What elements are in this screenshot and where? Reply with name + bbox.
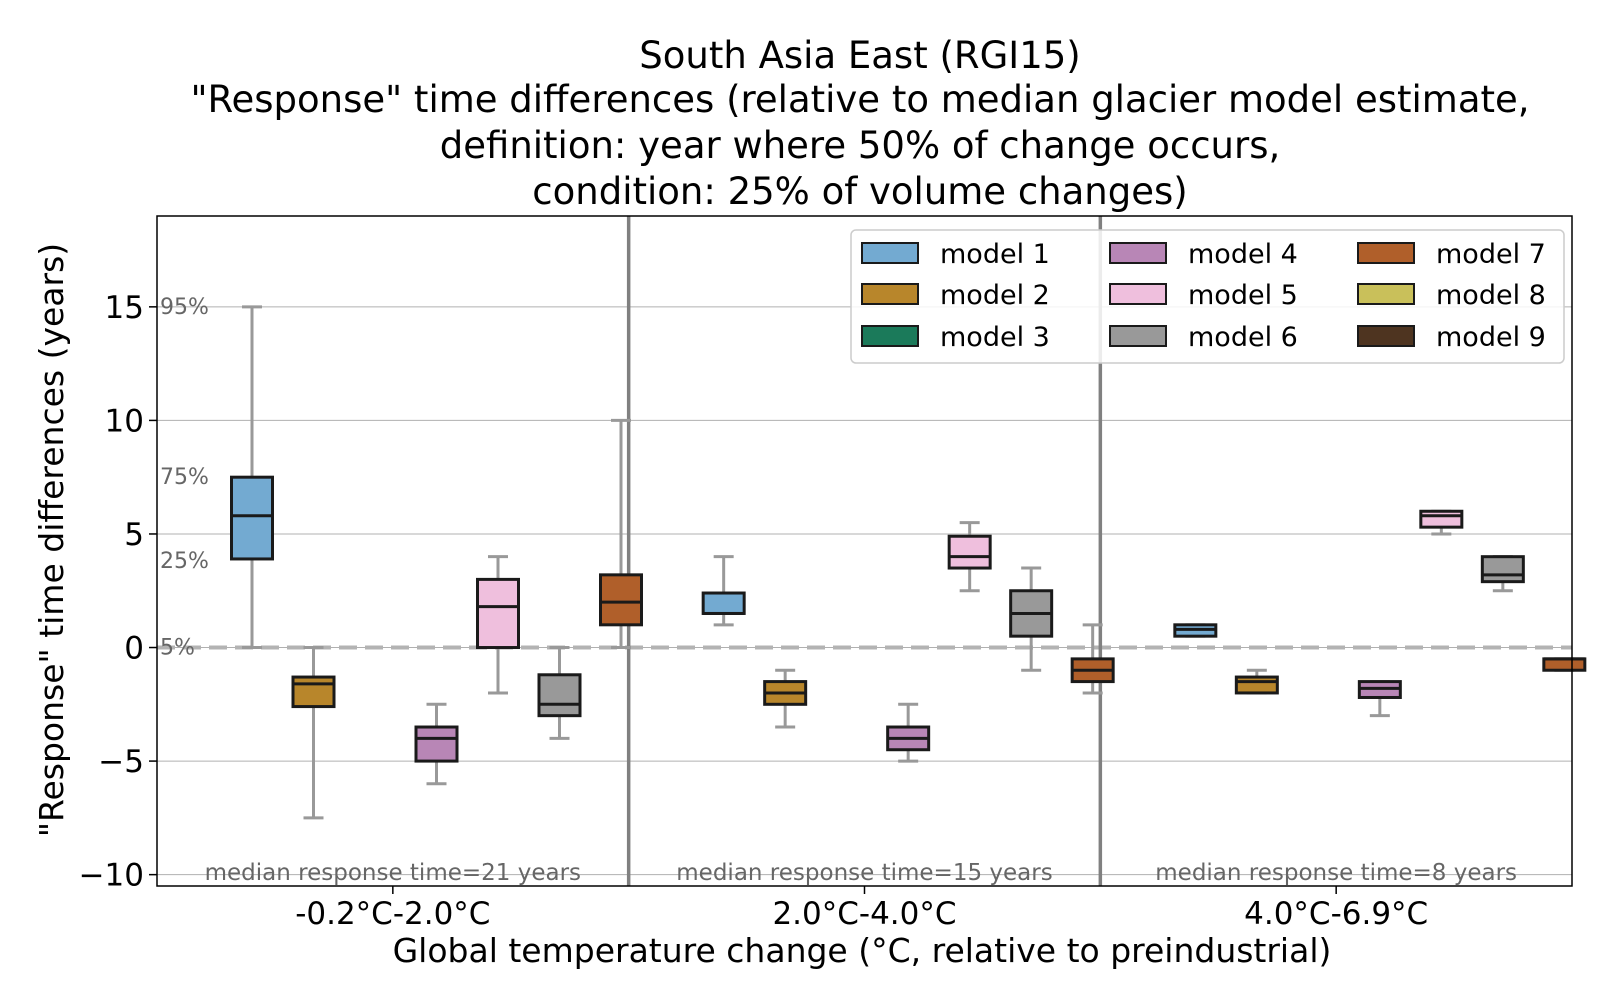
legend-swatch bbox=[1357, 325, 1415, 347]
legend-swatch bbox=[1357, 283, 1415, 305]
x-axis-label: Global temperature change (°C, relative … bbox=[393, 931, 1332, 970]
box-body bbox=[537, 673, 582, 718]
plot-frame bbox=[156, 215, 1573, 887]
y-tick-label: 5 bbox=[124, 517, 144, 553]
box-model-2 bbox=[1234, 668, 1279, 695]
box-body bbox=[1419, 509, 1464, 529]
title-line-2: "Response" time differences (relative to… bbox=[190, 78, 1529, 121]
percentile-label: 25% bbox=[160, 549, 209, 574]
box-model-7 bbox=[1070, 623, 1115, 695]
title-line-1: South Asia East (RGI15) bbox=[639, 34, 1080, 77]
legend-label: model 1 bbox=[940, 239, 1050, 270]
chart-title: South Asia East (RGI15) "Response" time … bbox=[190, 34, 1529, 213]
x-tick-label: 4.0°C-6.9°C bbox=[1244, 896, 1428, 932]
box-model-1 bbox=[230, 305, 274, 650]
legend-label: model 8 bbox=[1436, 280, 1546, 311]
legend-swatch bbox=[861, 242, 919, 264]
legend-swatch bbox=[1109, 325, 1167, 347]
x-tick-label: 2.0°C-4.0°C bbox=[772, 896, 956, 932]
box-model-5 bbox=[1419, 509, 1464, 536]
legend-label: model 9 bbox=[1436, 322, 1546, 353]
box-model-4 bbox=[414, 702, 459, 786]
box-model-6 bbox=[1480, 555, 1525, 593]
legend-label: model 4 bbox=[1188, 239, 1298, 270]
legend-swatch bbox=[1357, 242, 1415, 264]
percentile-label: 5% bbox=[160, 636, 195, 661]
box-body bbox=[947, 534, 992, 570]
box-model-6 bbox=[1009, 566, 1054, 672]
box-body bbox=[1480, 555, 1525, 584]
x-tick-label: -0.2°C-2.0°C bbox=[295, 896, 490, 932]
legend-label: model 5 bbox=[1188, 280, 1298, 311]
boxes bbox=[230, 305, 1587, 820]
y-axis-label: "Response" time differences (years) bbox=[32, 243, 71, 837]
y-tick-label: 15 bbox=[105, 290, 144, 326]
y-tick-label: −5 bbox=[98, 744, 144, 780]
box-model-6 bbox=[537, 646, 582, 740]
annotations: 95% 75% 25% 5% median response time=21 years… bbox=[160, 295, 1517, 886]
legend-label: model 6 bbox=[1188, 322, 1298, 353]
box-model-5 bbox=[947, 521, 992, 593]
box-model-4 bbox=[1357, 680, 1402, 718]
legend-swatch bbox=[861, 325, 919, 347]
y-tick-label: 0 bbox=[124, 631, 144, 667]
box-body bbox=[291, 675, 336, 709]
box-body bbox=[230, 475, 274, 561]
box-model-2 bbox=[291, 646, 336, 820]
y-tick-label: 10 bbox=[105, 403, 144, 439]
median-response-label: median response time=21 years bbox=[205, 860, 581, 886]
legend-label: model 7 bbox=[1436, 239, 1546, 270]
legend: model 1 model 2 model 3 model 4 model 5 model… bbox=[850, 229, 1565, 364]
box-model-1 bbox=[1173, 623, 1218, 638]
box-model-4 bbox=[886, 702, 931, 763]
legend-swatch bbox=[861, 283, 919, 305]
box-body bbox=[476, 577, 520, 650]
gridlines bbox=[157, 306, 1572, 876]
box-body bbox=[701, 591, 746, 615]
legend-swatch bbox=[1109, 283, 1167, 305]
box-body bbox=[414, 725, 459, 763]
legend-swatch bbox=[1109, 242, 1167, 264]
box-model-7 bbox=[599, 418, 643, 650]
box-model-1 bbox=[701, 555, 746, 627]
axes: −10 −5 0 5 10 15 -0.2°C-2.0°C 2.0°C-4.0°C 4.0°C-… bbox=[79, 215, 1573, 932]
percentile-label: 95% bbox=[160, 295, 209, 320]
box-model-7 bbox=[1542, 657, 1587, 672]
percentile-label: 75% bbox=[160, 465, 209, 490]
box-model-5 bbox=[476, 555, 520, 695]
median-response-label: median response time=8 years bbox=[1155, 860, 1517, 886]
title-line-4: condition: 25% of volume changes) bbox=[532, 170, 1187, 213]
median-response-label: median response time=15 years bbox=[676, 860, 1052, 886]
y-tick-label: −10 bbox=[79, 858, 144, 894]
box-body bbox=[599, 573, 643, 627]
legend-label: model 2 bbox=[940, 280, 1050, 311]
box-body bbox=[1542, 657, 1587, 672]
box-body bbox=[1234, 675, 1279, 695]
title-line-3: definition: year where 50% of change occ… bbox=[440, 124, 1280, 167]
legend-label: model 3 bbox=[940, 322, 1050, 353]
box-model-2 bbox=[763, 668, 808, 729]
